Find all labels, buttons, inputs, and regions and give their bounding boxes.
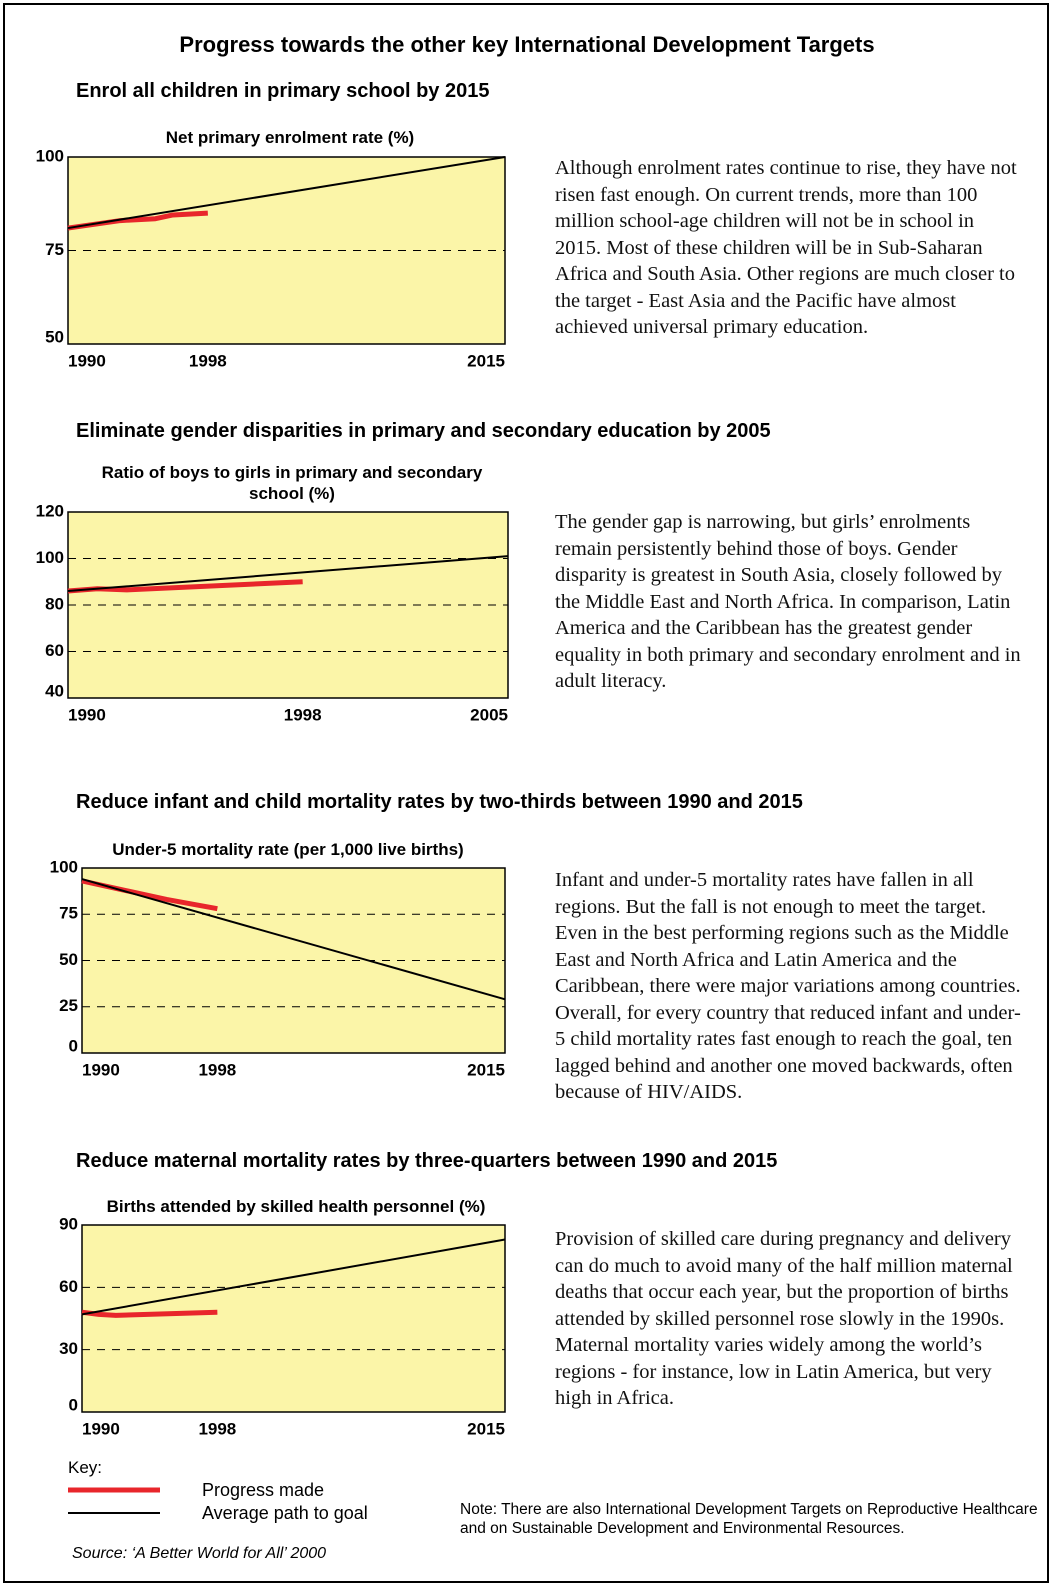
y-tick-label: 60 [59,1277,78,1296]
x-tick-label: 1998 [284,705,322,724]
y-tick-label: 30 [59,1339,78,1358]
key-entry: Average path to goal [202,1503,368,1523]
key-entry: Progress made [202,1480,325,1500]
paragraph: Provision of skilled care during pregnan… [555,1228,1013,1409]
paragraph: Infant and under-5 mortality rates have … [555,869,1021,1103]
y-tick-label: 75 [45,240,64,259]
page-title: Progress towards the other key Internati… [179,32,875,57]
x-tick-label: 1990 [68,351,106,370]
key-label: Key: [68,1458,103,1477]
series-line [67,555,509,593]
x-tick-label: 1998 [198,1419,236,1438]
x-tick-label: 2015 [467,1419,505,1438]
series-line [67,156,506,230]
x-tick-label: 2015 [467,351,505,370]
chart-title: Ratio of boys to girls in primary and se… [101,463,483,503]
y-tick-label: 100 [50,857,78,876]
y-tick-label: 50 [45,327,64,346]
chart-title: Under-5 mortality rate (per 1,000 live b… [112,840,464,859]
section-heading: Enrol all children in primary school by … [76,80,490,102]
series-line [81,1238,506,1316]
y-tick-label: 100 [36,146,64,165]
chart-title: Net primary enrolment rate (%) [165,128,415,147]
y-tick-label: 100 [36,548,64,567]
x-tick-label: 1990 [82,1060,120,1079]
y-tick-label: 60 [45,641,64,660]
y-tick-label: 90 [59,1214,78,1233]
y-tick-label: 75 [59,904,78,923]
chart-title: Births attended by skilled health person… [106,1197,486,1216]
series-line [81,878,506,1001]
paragraph: The gender gap is narrowing, but girls’ … [555,511,1021,692]
x-tick-label: 2005 [470,705,508,724]
x-tick-label: 1998 [189,351,227,370]
plot-area [81,1224,506,1413]
x-tick-label: 2015 [467,1060,505,1079]
source: Source: ‘A Better World for All’ 2000 [72,1545,327,1562]
y-tick-label: 0 [69,1395,78,1414]
series-line [81,1309,218,1318]
x-tick-label: 1990 [82,1419,120,1438]
x-tick-label: 1990 [68,705,106,724]
paragraph: Although enrolment rates continue to ris… [555,157,1017,338]
y-tick-label: 25 [59,996,78,1015]
y-tick-label: 50 [59,950,78,969]
y-tick-label: 40 [45,681,64,700]
x-tick-label: 1998 [198,1060,236,1079]
note: Note: There are also International Devel… [460,1501,1038,1537]
y-tick-label: 80 [45,594,64,613]
section-heading: Eliminate gender disparities in primary … [76,420,771,442]
y-tick-label: 120 [36,501,64,520]
y-tick-label: 0 [69,1036,78,1055]
section-heading: Reduce infant and child mortality rates … [76,791,803,813]
section-heading: Reduce maternal mortality rates by three… [76,1150,778,1172]
